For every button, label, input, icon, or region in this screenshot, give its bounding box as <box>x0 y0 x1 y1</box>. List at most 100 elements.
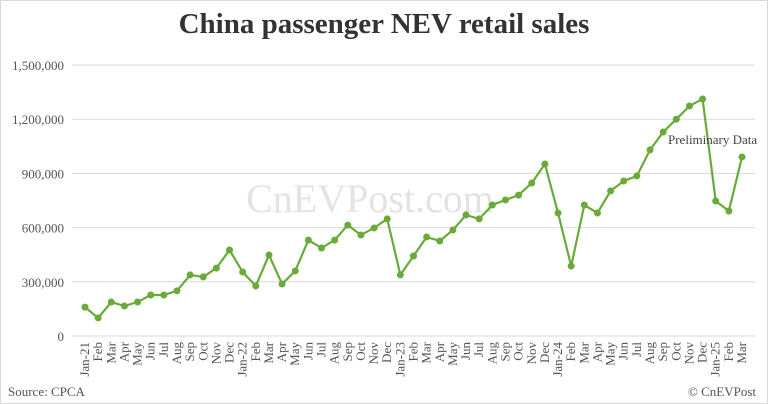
source-label: Source: CPCA <box>8 384 85 399</box>
data-point <box>738 153 746 161</box>
y-tick-label: 1,200,000 <box>12 112 64 127</box>
x-tick-label: Dec <box>695 342 710 363</box>
data-point <box>239 268 247 276</box>
x-tick-label: Aug <box>484 342 499 365</box>
x-tick-label: Oct <box>668 342 683 361</box>
x-tick-label: Jan-25 <box>708 342 723 377</box>
data-point <box>265 251 273 259</box>
x-tick-label: Apr <box>589 341 604 362</box>
x-tick-label: Jul <box>156 342 171 358</box>
data-point <box>199 273 207 281</box>
x-tick-label: Jan-24 <box>550 342 565 377</box>
data-point <box>212 264 220 272</box>
x-tick-label: Jun <box>143 342 158 361</box>
data-point <box>318 244 326 252</box>
data-point <box>672 115 680 123</box>
x-tick-label: Oct <box>353 342 368 361</box>
x-tick-label: Dec <box>379 342 394 363</box>
x-tick-label: Sep <box>340 342 355 362</box>
data-point <box>226 246 234 254</box>
x-tick-label: Mar <box>419 341 434 363</box>
x-tick-label: Feb <box>248 342 263 362</box>
x-tick-label: Nov <box>366 342 381 365</box>
y-tick-label: 1,500,000 <box>12 58 64 73</box>
data-point <box>396 271 404 279</box>
data-point <box>554 209 562 217</box>
data-point <box>501 196 509 204</box>
data-point <box>107 298 115 306</box>
data-point <box>423 233 431 241</box>
x-tick-label: Oct <box>195 342 210 361</box>
copyright-label: © CnEVPost <box>687 384 756 399</box>
chart-title: China passenger NEV retail sales <box>178 8 590 40</box>
x-tick-label: Sep <box>497 342 512 362</box>
data-point <box>134 298 142 306</box>
data-point <box>462 211 470 219</box>
x-tick-label: Aug <box>169 342 184 365</box>
y-tick-label: 600,000 <box>22 221 64 236</box>
x-tick-label: Apr <box>116 341 131 362</box>
x-tick-label: Mar <box>576 341 591 363</box>
x-tick-label: Mar <box>103 341 118 363</box>
x-tick-label: Feb <box>563 342 578 362</box>
data-point <box>436 237 444 245</box>
data-point <box>528 179 536 187</box>
data-point <box>620 177 628 185</box>
data-point <box>712 197 720 205</box>
x-tick-label: Sep <box>182 342 197 362</box>
x-tick-label: Nov <box>524 342 539 365</box>
data-point <box>160 291 168 299</box>
data-point <box>344 221 352 229</box>
data-point <box>94 314 102 322</box>
x-tick-label: Jun <box>616 342 631 361</box>
data-point <box>580 201 588 209</box>
x-tick-label: Oct <box>511 342 526 361</box>
data-point <box>488 201 496 209</box>
data-point <box>685 102 693 110</box>
x-tick-label: Nov <box>208 342 223 365</box>
x-tick-label: May <box>287 342 302 366</box>
data-point <box>607 187 615 195</box>
x-tick-label: Mar <box>261 341 276 363</box>
data-point <box>120 302 128 310</box>
data-point <box>252 282 260 290</box>
data-point <box>173 287 181 295</box>
x-tick-label: May <box>603 342 618 366</box>
data-point <box>633 172 641 180</box>
data-point <box>81 303 89 311</box>
x-tick-label: Jan-22 <box>235 342 250 377</box>
x-tick-label: Jun <box>458 342 473 361</box>
x-tick-label: Aug <box>327 342 342 365</box>
x-tick-label: Jan-23 <box>392 342 407 377</box>
data-point <box>186 271 194 279</box>
watermark: CnEVPost.com <box>246 176 494 221</box>
data-point <box>541 160 549 168</box>
x-tick-label: Mar <box>734 341 749 363</box>
x-tick-label: Feb <box>90 342 105 362</box>
x-tick-label: Apr <box>274 341 289 362</box>
y-tick-label: 300,000 <box>22 275 64 290</box>
data-point <box>699 95 707 103</box>
y-tick-label: 900,000 <box>22 166 64 181</box>
data-point <box>291 267 299 275</box>
x-tick-label: Apr <box>432 341 447 362</box>
annotation-preliminary: Preliminary Data <box>668 132 757 147</box>
data-point <box>370 224 378 232</box>
x-tick-label: May <box>130 342 145 366</box>
data-point <box>147 291 155 299</box>
data-point <box>567 262 575 270</box>
data-point <box>475 215 483 223</box>
x-tick-label: Nov <box>681 342 696 365</box>
data-point <box>331 236 339 244</box>
data-point <box>593 209 601 217</box>
data-point <box>725 207 733 215</box>
data-point <box>304 236 312 244</box>
x-tick-label: Feb <box>406 342 421 362</box>
x-tick-label: Feb <box>721 342 736 362</box>
data-point <box>646 146 654 154</box>
x-tick-label: Aug <box>642 342 657 365</box>
data-point <box>410 252 417 260</box>
x-tick-label: Jun <box>300 342 315 361</box>
data-point <box>449 226 457 234</box>
